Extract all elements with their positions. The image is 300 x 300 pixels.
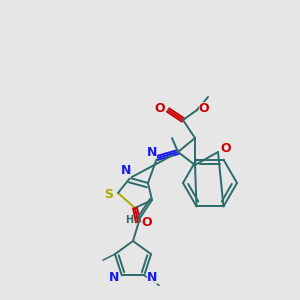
- Text: N: N: [147, 271, 158, 284]
- Text: H: H: [125, 215, 133, 225]
- Text: O: O: [142, 217, 152, 230]
- Text: O: O: [199, 101, 209, 115]
- Text: O: O: [221, 142, 231, 155]
- Text: N: N: [121, 164, 131, 178]
- Text: N: N: [147, 146, 157, 158]
- Text: S: S: [104, 188, 113, 202]
- Text: O: O: [155, 103, 165, 116]
- Text: N: N: [109, 271, 119, 284]
